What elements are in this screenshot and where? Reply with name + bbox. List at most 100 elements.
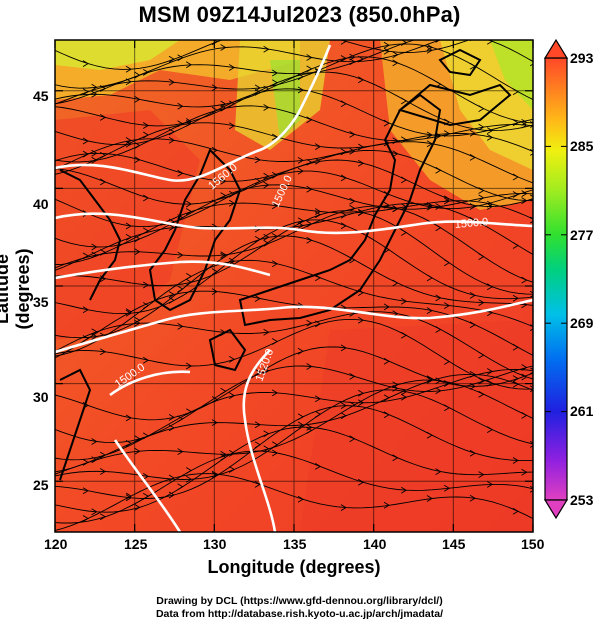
wind-arrow xyxy=(426,375,433,383)
wind-arrow xyxy=(254,481,261,488)
wind-arrow xyxy=(263,181,270,189)
wind-arrow xyxy=(254,177,261,185)
wind-arrow xyxy=(134,248,141,256)
wind-arrow xyxy=(426,274,433,282)
wind-arrow xyxy=(529,385,533,393)
wind-arrow xyxy=(314,143,322,150)
streamline xyxy=(55,235,533,339)
wind-arrow xyxy=(254,368,261,376)
wind-arrow xyxy=(82,487,89,495)
wind-arrow xyxy=(263,430,270,438)
wind-arrow xyxy=(297,347,304,355)
wind-arrow xyxy=(357,478,365,486)
wind-arrow xyxy=(443,358,451,365)
wind-arrow xyxy=(435,166,442,174)
wind-arrow xyxy=(168,55,175,63)
wind-arrow xyxy=(512,191,519,198)
wind-arrow xyxy=(314,463,322,470)
wind-arrow xyxy=(529,485,533,493)
wind-arrow xyxy=(426,140,433,148)
wind-arrow xyxy=(521,276,528,284)
wind-arrow xyxy=(142,281,150,289)
wind-arrow xyxy=(185,208,193,215)
wind-arrow xyxy=(125,137,132,144)
y-tick-label: 30 xyxy=(33,389,49,405)
colorbar-label: 253 xyxy=(570,492,594,508)
x-tick-label: 140 xyxy=(363,536,387,552)
wind-arrow xyxy=(168,424,175,432)
wind-arrow xyxy=(185,200,193,208)
wind-arrow xyxy=(392,51,399,59)
wind-arrow xyxy=(400,297,408,305)
streamline xyxy=(55,205,533,283)
wind-arrow xyxy=(177,120,184,128)
wind-arrow xyxy=(349,401,356,409)
wind-arrow xyxy=(134,156,141,164)
wind-arrow xyxy=(512,294,519,302)
wind-arrow xyxy=(263,328,270,336)
wind-arrow xyxy=(297,157,304,164)
wind-arrow xyxy=(392,205,399,212)
wind-arrow xyxy=(314,211,322,219)
wind-arrow xyxy=(383,41,390,49)
wind-arrow xyxy=(314,320,322,328)
streamline xyxy=(55,40,533,105)
wind-arrow xyxy=(228,199,236,207)
wind-arrow xyxy=(306,427,313,434)
wind-arrow xyxy=(400,331,408,339)
wind-arrow xyxy=(306,424,313,431)
height-contours xyxy=(55,44,533,532)
wind-arrow xyxy=(340,412,347,420)
wind-arrow xyxy=(357,389,365,397)
wind-arrow xyxy=(220,104,227,112)
wind-arrow xyxy=(486,200,494,208)
wind-arrow xyxy=(91,328,98,336)
wind-arrow xyxy=(220,251,227,259)
wind-arrow xyxy=(99,85,107,92)
wind-arrow xyxy=(478,253,485,260)
wind-arrow xyxy=(357,399,365,407)
wind-arrow xyxy=(435,294,442,302)
x-axis-label: Longitude (degrees) xyxy=(207,557,381,577)
wind-arrow xyxy=(340,211,347,219)
wind-arrow xyxy=(435,132,442,140)
wind-arrow xyxy=(211,288,218,295)
wind-arrow xyxy=(426,46,433,54)
x-tick-label: 145 xyxy=(442,536,466,552)
wind-arrow xyxy=(383,357,390,365)
wind-arrow xyxy=(271,389,279,397)
streamline xyxy=(55,56,533,124)
wind-arrow xyxy=(177,323,184,330)
wind-arrow xyxy=(134,504,141,511)
wind-arrow xyxy=(512,173,519,181)
wind-arrow xyxy=(142,194,150,202)
wind-arrow xyxy=(349,373,356,380)
wind-arrow xyxy=(306,185,313,193)
wind-arrow xyxy=(228,122,236,130)
wind-arrow xyxy=(340,174,347,182)
wind-arrow xyxy=(142,356,150,364)
wind-arrow xyxy=(228,257,236,265)
wind-arrow xyxy=(426,307,433,314)
wind-arrow xyxy=(185,408,193,416)
wind-arrow xyxy=(298,28,303,34)
wind-arrow xyxy=(529,194,533,202)
wind-arrow xyxy=(478,390,485,398)
wind-arrow xyxy=(168,414,175,421)
wind-arrow xyxy=(168,291,175,298)
wind-arrow xyxy=(99,348,107,356)
map-title: MSM 09Z14Jul2023 (850.0hPa) xyxy=(138,2,461,27)
wind-arrow xyxy=(263,445,270,453)
wind-arrow xyxy=(177,285,184,293)
wind-arrow xyxy=(435,387,442,395)
wind-arrow xyxy=(125,233,132,241)
wind-arrow xyxy=(254,89,261,96)
wind-arrow xyxy=(529,367,533,375)
wind-arrow xyxy=(443,197,451,205)
wind-arrow xyxy=(263,367,270,375)
wind-arrow xyxy=(512,380,519,388)
wind-arrow xyxy=(185,467,193,474)
coastlines xyxy=(59,48,512,481)
wind-arrow xyxy=(99,468,107,475)
